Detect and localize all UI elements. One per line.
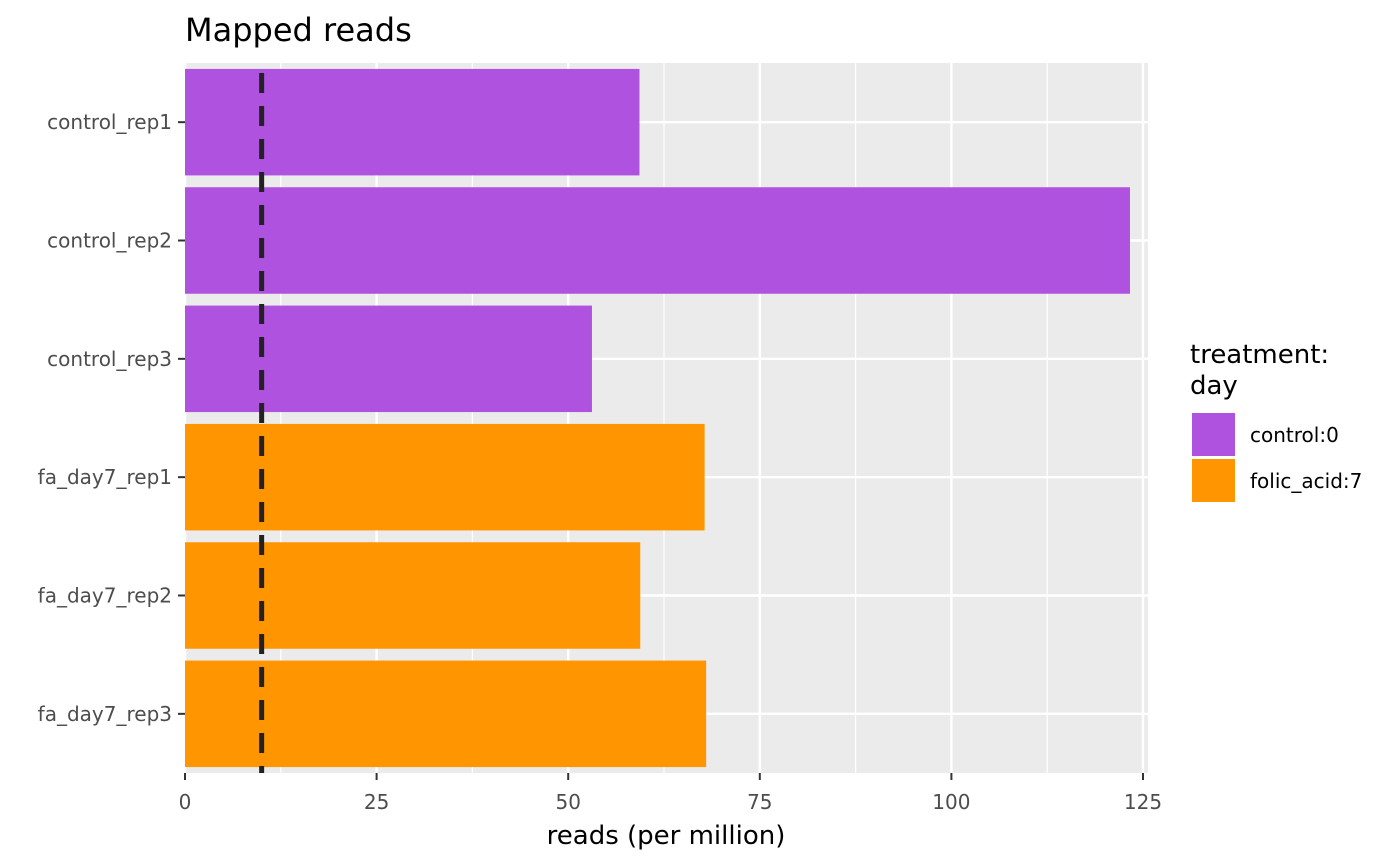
bar xyxy=(185,305,592,413)
legend-key xyxy=(1192,459,1235,502)
legend: treatment:day control:0 folic_acid:7 xyxy=(1190,340,1362,502)
y-tick-label: fa_day7_rep2 xyxy=(38,584,172,608)
x-tick-label: 75 xyxy=(747,790,772,814)
legend-label: folic_acid:7 xyxy=(1250,469,1362,493)
x-tick-label: 25 xyxy=(364,790,389,814)
bars xyxy=(185,68,1130,768)
bar xyxy=(185,542,641,649)
x-axis: 0 25 50 75 100 125 xyxy=(179,773,1162,814)
y-tick-label: fa_day7_rep1 xyxy=(38,465,172,489)
bar xyxy=(185,660,707,768)
plot-panel xyxy=(185,63,1148,773)
y-axis: control_rep1 control_rep2 control_rep3 fa_d… xyxy=(38,110,185,726)
legend-title: treatment: xyxy=(1190,340,1329,370)
y-tick-label: fa_day7_rep3 xyxy=(38,702,172,726)
x-tick-label: 125 xyxy=(1124,790,1162,814)
bar xyxy=(185,187,1130,294)
legend-title: day xyxy=(1190,371,1238,401)
bar xyxy=(185,423,705,531)
legend-label: control:0 xyxy=(1250,423,1339,447)
grid-minor xyxy=(280,63,1048,773)
bar xyxy=(185,68,640,176)
x-tick-label: 100 xyxy=(932,790,970,814)
y-tick-label: control_rep1 xyxy=(47,110,172,134)
y-tick-label: control_rep3 xyxy=(47,347,172,371)
x-tick-label: 50 xyxy=(555,790,580,814)
y-tick-label: control_rep2 xyxy=(47,229,172,253)
chart-title: Mapped reads xyxy=(185,11,412,49)
x-tick-label: 0 xyxy=(179,790,192,814)
x-axis-title: reads (per million) xyxy=(547,821,786,851)
legend-key xyxy=(1192,413,1235,456)
